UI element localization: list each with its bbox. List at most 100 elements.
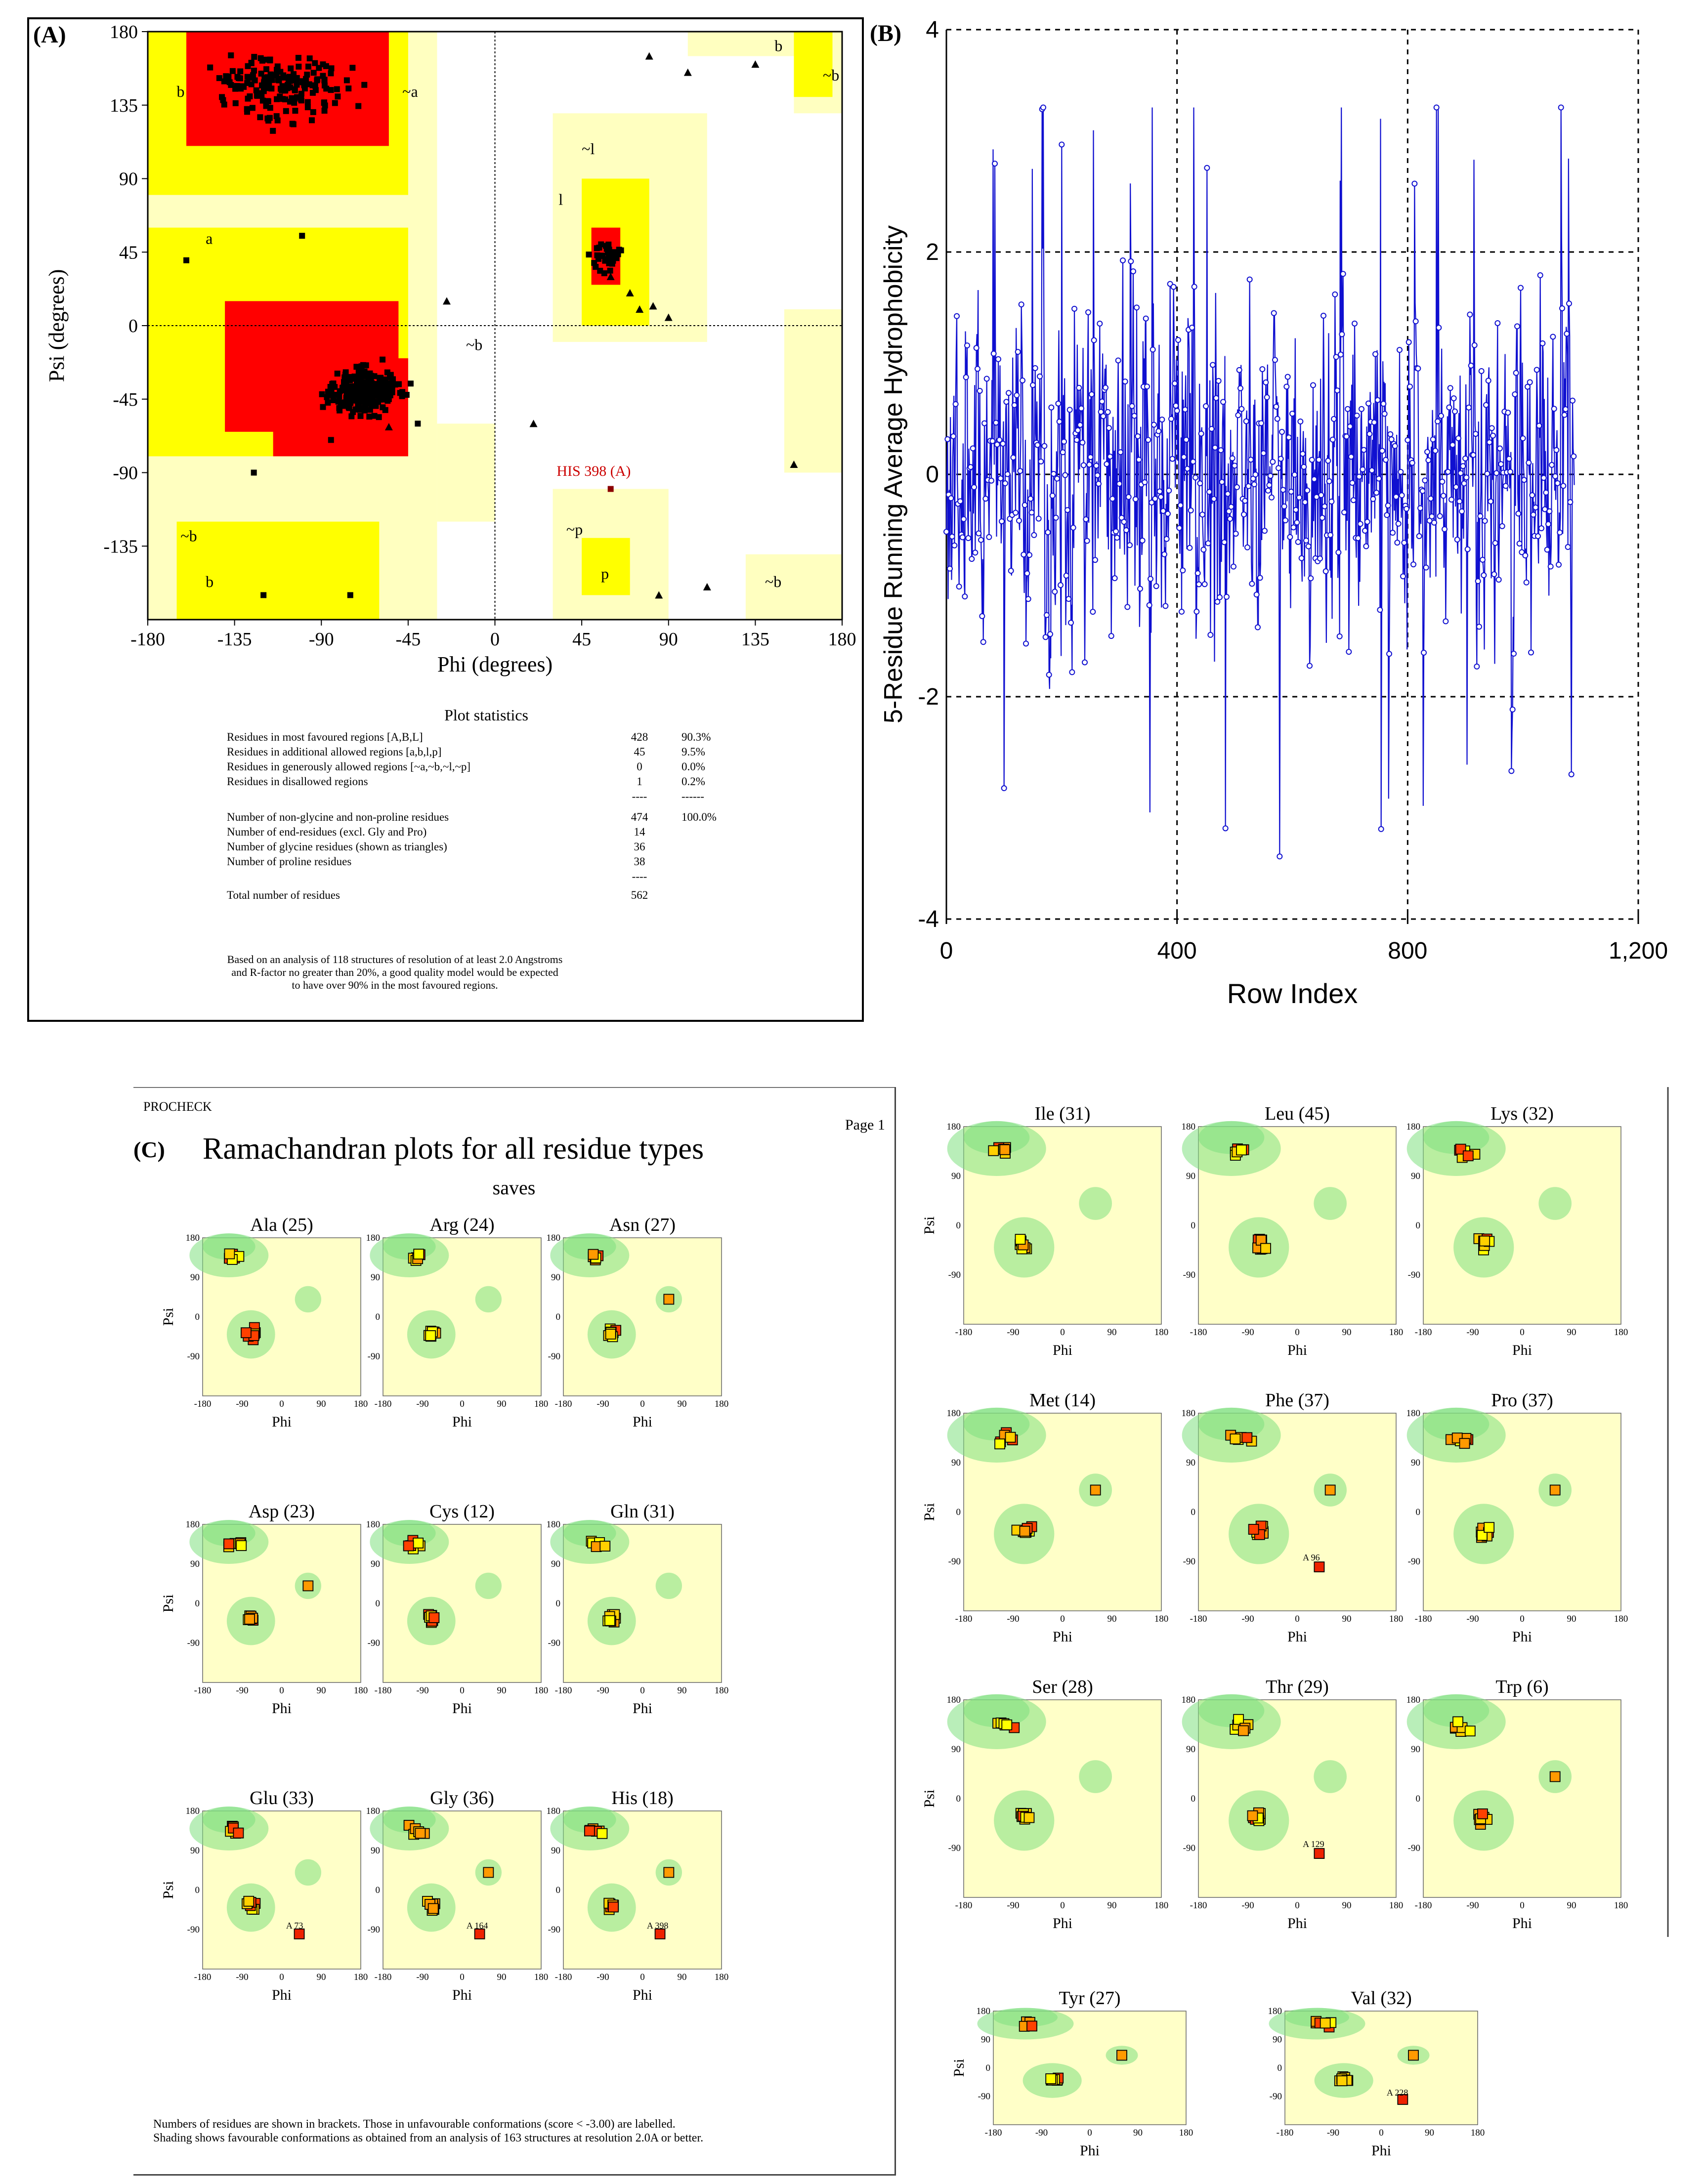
x-tick-label: 0: [460, 1685, 465, 1696]
data-point: [1010, 454, 1017, 461]
data-point: [1212, 444, 1218, 451]
residue-panel-title: His (18): [611, 1788, 674, 1808]
data-point: [1263, 379, 1269, 385]
data-point: [1188, 507, 1194, 513]
data-point: [1062, 472, 1068, 478]
x-tick-label: -90: [309, 629, 334, 650]
residue-point: [280, 96, 286, 102]
data-point: [1264, 394, 1270, 401]
y-tick-label: 0: [1416, 1220, 1421, 1231]
favoured-shading: [964, 1407, 1030, 1441]
ramachandran-plot: -180 -135 -90 -45 0 45 90 135 180 180 135 90 45 0 -45 -…: [44, 22, 856, 676]
data-point: [1443, 618, 1449, 625]
data-point: [1369, 467, 1375, 473]
data-point: [1089, 391, 1095, 398]
data-point: [1094, 472, 1101, 478]
data-point: [1297, 418, 1304, 424]
residue-point: [335, 93, 341, 100]
region-label: ~p: [566, 520, 583, 538]
x-tick-label: 0: [1379, 2128, 1384, 2138]
data-point: [1393, 494, 1399, 500]
data-point: [1355, 535, 1361, 542]
data-point: [1341, 509, 1347, 515]
x-tick-label: 400: [1157, 938, 1197, 964]
data-point: [1491, 571, 1497, 578]
data-point: [1073, 437, 1080, 443]
data-point: [1354, 413, 1360, 419]
data-point: [1104, 461, 1110, 467]
data-point: [1561, 412, 1568, 418]
residue-marker: [1324, 1484, 1336, 1496]
residue-marker: [415, 1828, 426, 1839]
data-point: [1511, 650, 1517, 657]
residue-marker: [1484, 1522, 1495, 1533]
y-axis-label: Psi (degrees): [44, 269, 69, 382]
residue-point: [332, 100, 338, 106]
favoured-shading: [1314, 1187, 1347, 1220]
x-tick-label: -180: [555, 1685, 572, 1696]
data-point: [951, 542, 958, 548]
data-point: [1183, 436, 1190, 443]
y-tick-label: 180: [186, 1806, 200, 1816]
y-tick-label: 90: [551, 1272, 560, 1283]
residue-point: [380, 386, 386, 392]
residue-point: [314, 77, 320, 84]
data-point: [1293, 506, 1299, 513]
phi-label: Phi: [272, 1414, 292, 1430]
data-point: [1543, 489, 1549, 496]
residue-marker: [1026, 2020, 1037, 2032]
data-point: [999, 518, 1005, 525]
data-point: [1428, 495, 1434, 502]
residue-panel-title: Trp (6): [1495, 1677, 1548, 1697]
x-tick-label: -180: [194, 1685, 212, 1696]
data-point: [1493, 470, 1499, 476]
residue-point: [334, 371, 341, 377]
data-point: [1327, 532, 1333, 538]
data-point: [1296, 494, 1302, 501]
data-point: [968, 464, 974, 470]
data-point: [1460, 463, 1466, 469]
x-tick-label: 180: [1614, 1614, 1628, 1624]
residue-point: [361, 82, 368, 88]
residue-point: [308, 117, 315, 124]
data-point: [1035, 515, 1042, 522]
data-point: [1148, 576, 1153, 582]
data-point: [1301, 463, 1307, 470]
residue-point: [385, 396, 392, 402]
data-point: [1259, 366, 1266, 373]
x-tick-label: -90: [1007, 1614, 1019, 1624]
glycine-triangle: [655, 591, 663, 599]
data-point: [1291, 471, 1298, 478]
stats-label: Residues in disallowed regions: [227, 775, 368, 788]
x-tick-label: 90: [659, 629, 678, 650]
residue-marker: [233, 1827, 244, 1839]
data-point: [1483, 402, 1489, 408]
data-point: [1156, 488, 1163, 495]
data-point: [1144, 383, 1150, 390]
x-tick-label: 180: [715, 1972, 729, 1982]
x-tick-label: 180: [1614, 1900, 1628, 1911]
data-point: [1248, 457, 1254, 463]
residue-marker: [1230, 1433, 1241, 1445]
data-point: [1435, 418, 1441, 424]
stats-percent: 90.3%: [682, 731, 711, 743]
data-point: [1287, 534, 1293, 540]
residue-marker: [236, 1540, 247, 1551]
x-tick-label: -90: [236, 1399, 248, 1409]
data-point: [1075, 427, 1081, 433]
data-point: [1137, 586, 1143, 592]
data-point: [1042, 634, 1049, 640]
residue-point: [270, 127, 276, 134]
data-point: [1238, 406, 1245, 412]
data-point: [947, 565, 953, 572]
panel-label-c: (C): [133, 1137, 165, 1162]
panel-label-a: (A): [33, 22, 66, 48]
data-point: [997, 475, 1004, 482]
data-point: [1422, 477, 1428, 484]
data-point: [1452, 408, 1458, 415]
data-point: [1069, 669, 1075, 675]
residue-point: [608, 250, 615, 256]
flagged-residue-label: HIS 398 (A): [556, 463, 631, 479]
residue-marker: [474, 1928, 485, 1939]
data-point: [1498, 461, 1504, 467]
